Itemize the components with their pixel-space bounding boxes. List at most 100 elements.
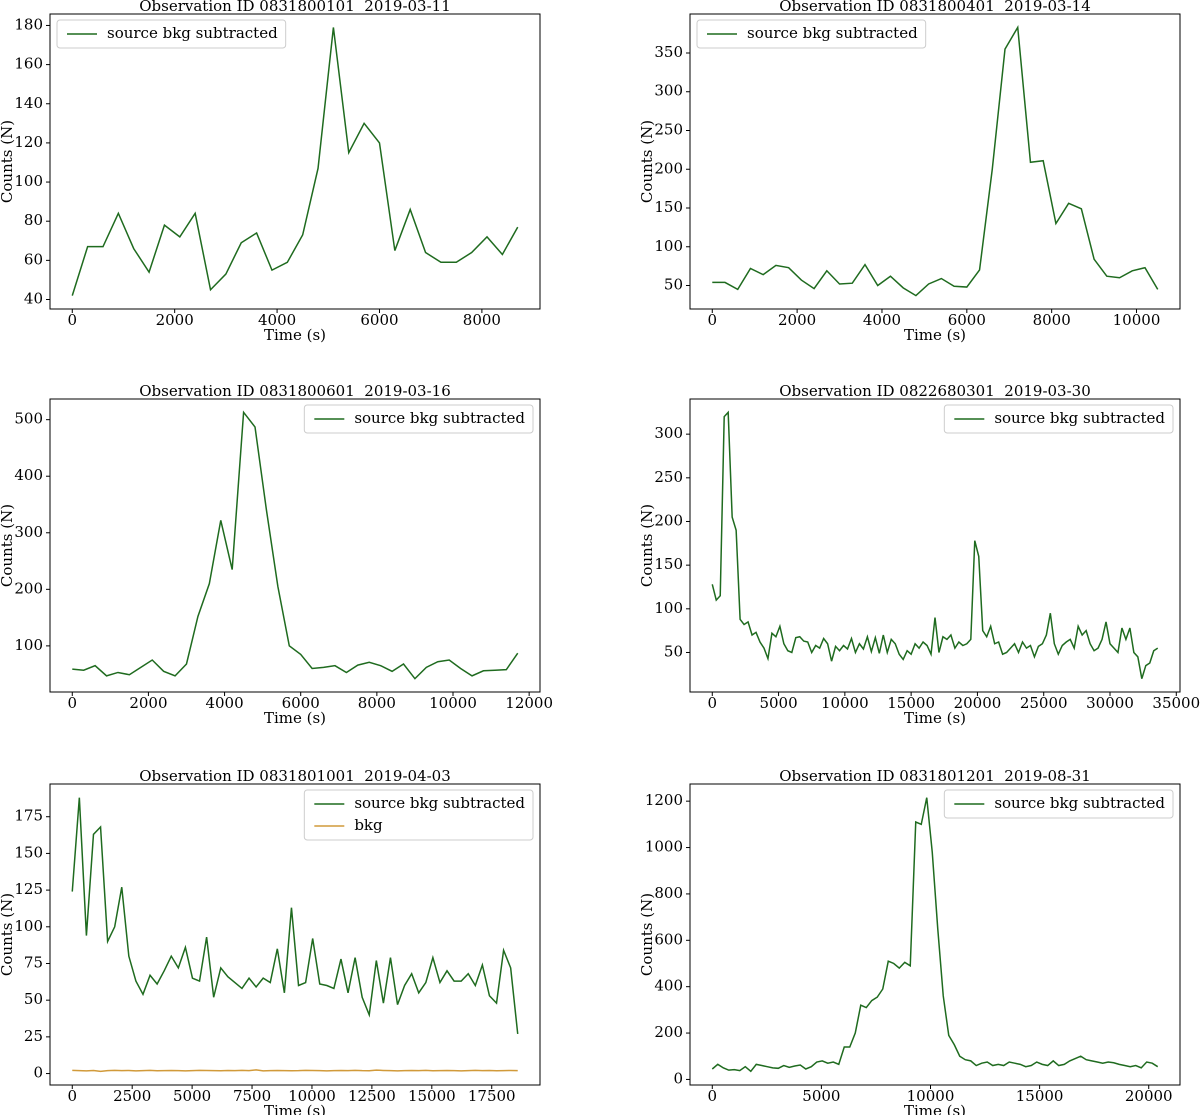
- legend-frame: [696, 19, 927, 49]
- x-tick-label: 8000: [463, 311, 501, 329]
- y-tick-label: 80: [24, 211, 43, 229]
- legend-frame: [303, 789, 534, 841]
- x-tick-label: 10000: [1113, 311, 1161, 329]
- subplot: Observation ID 0831801001 2019-04-03Time…: [0, 767, 541, 1119]
- y-tick-label: 60: [24, 250, 43, 268]
- legend-label: source bkg subtracted: [354, 794, 525, 812]
- data-line: [72, 410, 519, 680]
- legend-frame: [943, 404, 1174, 434]
- x-tick-label: 8000: [358, 694, 396, 712]
- y-tick-label: 1200: [645, 791, 683, 809]
- x-tick-label: 8000: [1033, 311, 1071, 329]
- y-tick-label: 350: [654, 43, 683, 61]
- legend: source bkg subtracted bkg: [303, 789, 534, 841]
- plot-area: [49, 13, 541, 310]
- subplot: Observation ID 0831800401 2019-03-14 Time…: [638, 0, 1181, 344]
- x-tick-label: 35000: [1152, 694, 1200, 712]
- x-axis-label: Time (s): [904, 709, 966, 727]
- x-tick-label: 30000: [1086, 694, 1134, 712]
- y-tick-label: 50: [664, 276, 683, 294]
- legend: source bkg subtracted: [696, 19, 927, 49]
- x-tick-label: 15000: [1016, 1087, 1064, 1105]
- legend: source bkg subtracted: [56, 19, 287, 49]
- subplot: Observation ID 0831801201 2019-08-31Time…: [638, 767, 1181, 1119]
- y-tick-label: 200: [14, 579, 43, 597]
- y-axis-label: Counts (N): [638, 120, 656, 203]
- y-tick-label: 400: [654, 977, 683, 995]
- x-tick-label: 10000: [429, 694, 477, 712]
- y-tick-label: 150: [14, 843, 43, 861]
- legend: source bkg subtracted: [943, 789, 1174, 819]
- plot-area: [689, 398, 1181, 693]
- chart-title: Observation ID 0831800101 2019-03-11: [139, 0, 451, 15]
- y-axis-label: Counts (N): [638, 893, 656, 976]
- y-axis-label: Counts (N): [0, 120, 16, 203]
- y-axis-label: Counts (N): [0, 504, 16, 587]
- x-tick-label: 20000: [954, 694, 1002, 712]
- chart-title: Observation ID 0831800601 2019-03-16: [139, 382, 451, 400]
- x-tick-label: 0: [67, 311, 77, 329]
- y-tick-label: 25: [24, 1027, 43, 1045]
- data-line: [711, 410, 1159, 679]
- x-tick-label: 5000: [759, 694, 797, 712]
- y-tick-label: 250: [654, 120, 683, 138]
- data-line: [72, 1069, 518, 1073]
- y-tick-label: 175: [14, 807, 43, 825]
- y-tick-label: 150: [654, 555, 683, 573]
- x-tick-label: 6000: [360, 311, 398, 329]
- y-tick-label: 100: [654, 237, 683, 255]
- x-tick-label: 25000: [1020, 694, 1068, 712]
- x-tick-label: 4000: [863, 311, 901, 329]
- legend-label: source bkg subtracted: [994, 409, 1165, 427]
- x-tick-label: 0: [67, 694, 77, 712]
- legend: source bkg subtracted: [943, 404, 1174, 434]
- y-tick-label: 600: [654, 930, 683, 948]
- y-tick-label: 75: [24, 953, 43, 971]
- x-tick-label: 4000: [205, 694, 243, 712]
- y-tick-label: 40: [24, 290, 43, 308]
- x-tick-label: 10000: [288, 1087, 336, 1105]
- y-tick-label: 250: [654, 468, 683, 486]
- x-tick-label: 12000: [505, 694, 553, 712]
- data-line: [712, 25, 1159, 297]
- y-tick-label: 300: [654, 424, 683, 442]
- plot-area: [49, 398, 541, 693]
- y-tick-label: 300: [14, 523, 43, 541]
- data-line: [71, 27, 519, 296]
- data-line: [71, 797, 519, 1035]
- y-tick-label: 100: [14, 172, 43, 190]
- y-axis-label: Counts (N): [0, 893, 16, 976]
- x-tick-label: 0: [707, 694, 717, 712]
- x-tick-label: 5000: [802, 1087, 840, 1105]
- plot-area: [689, 13, 1181, 310]
- x-tick-label: 0: [67, 1087, 77, 1105]
- legend-label: source bkg subtracted: [354, 409, 525, 427]
- legend-label: source bkg subtracted: [107, 24, 278, 42]
- x-tick-label: 2000: [778, 311, 816, 329]
- y-tick-label: 500: [14, 410, 43, 428]
- data-line: [711, 797, 1159, 1073]
- y-tick-label: 120: [14, 133, 43, 151]
- chart-title: Observation ID 0831801001 2019-04-03: [139, 767, 451, 785]
- x-tick-label: 6000: [282, 694, 320, 712]
- x-tick-label: 15000: [887, 694, 935, 712]
- x-tick-label: 5000: [173, 1087, 211, 1105]
- subplot: Observation ID 0831800101 2019-03-11 Time…: [0, 0, 541, 344]
- y-tick-label: 140: [14, 94, 43, 112]
- y-tick-label: 125: [14, 880, 43, 898]
- y-tick-label: 100: [654, 599, 683, 617]
- legend-frame: [303, 404, 534, 434]
- y-tick-label: 100: [14, 917, 43, 935]
- x-tick-label: 20000: [1125, 1087, 1173, 1105]
- y-tick-label: 800: [654, 884, 683, 902]
- y-tick-label: 300: [654, 82, 683, 100]
- plot-area: [49, 783, 541, 1086]
- chart-title: Observation ID 0831801201 2019-08-31: [779, 767, 1091, 785]
- y-tick-label: 200: [654, 1023, 683, 1041]
- y-tick-label: 1000: [645, 838, 683, 856]
- x-tick-label: 10000: [821, 694, 869, 712]
- x-tick-label: 0: [707, 311, 717, 329]
- y-tick-label: 150: [654, 198, 683, 216]
